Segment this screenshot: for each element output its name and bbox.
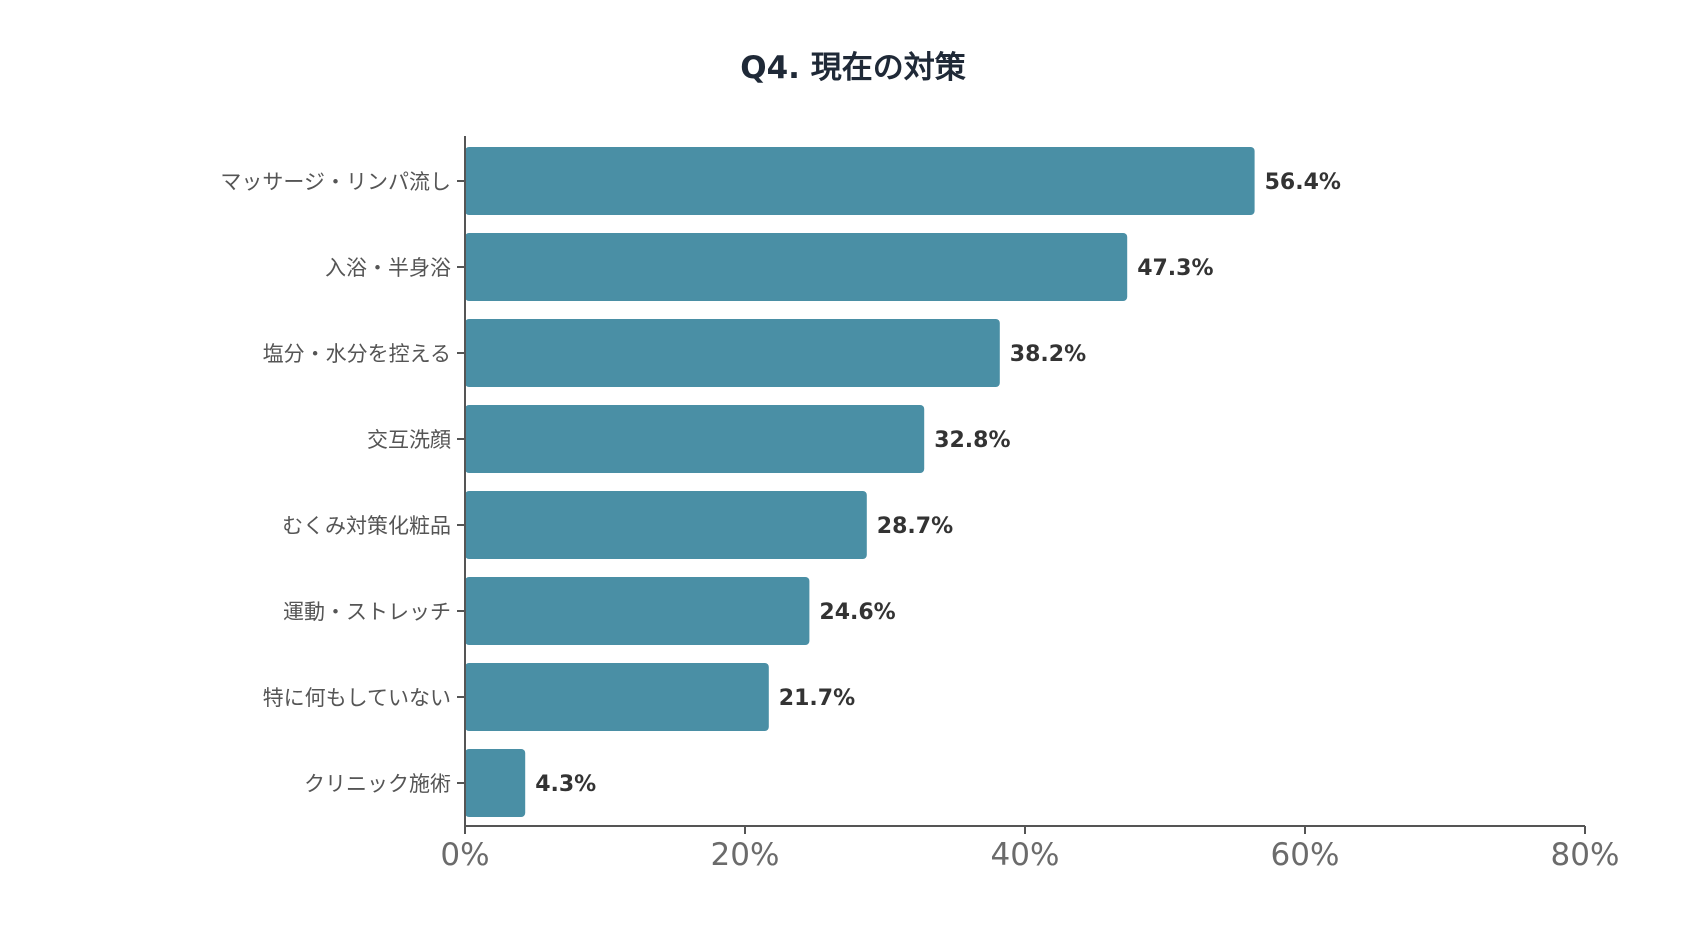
value-labels: 56.4% 47.3% 38.2% 32.8% 28.7% 24.6% 21.7% 4.3% xyxy=(535,170,1341,797)
chart-title: Q4. 現在の対策 xyxy=(740,50,966,86)
bar xyxy=(465,663,769,731)
bar xyxy=(465,405,925,473)
category-label: マッサージ・リンパ流し xyxy=(220,170,451,194)
bar xyxy=(465,577,810,645)
axes: 0% 20% 40% 60% 80% xyxy=(440,136,1619,873)
bar xyxy=(465,147,1255,215)
data-label: 21.7% xyxy=(779,686,855,711)
bars xyxy=(465,147,1255,817)
x-tick-label: 60% xyxy=(1271,837,1340,873)
data-label: 28.7% xyxy=(877,514,953,539)
category-label: 特に何もしていない xyxy=(263,686,451,710)
bar xyxy=(465,749,526,817)
bar xyxy=(465,233,1128,301)
x-tick-label: 80% xyxy=(1551,837,1620,873)
data-label: 38.2% xyxy=(1010,342,1086,367)
x-tick-label: 20% xyxy=(711,837,780,873)
bar xyxy=(465,319,1000,387)
category-label: クリニック施術 xyxy=(304,772,451,796)
bar xyxy=(465,491,867,559)
category-label: むくみ対策化粧品 xyxy=(282,514,451,538)
x-tick-label: 0% xyxy=(440,837,489,873)
category-label: 塩分・水分を控える xyxy=(263,342,451,366)
category-labels: マッサージ・リンパ流し入浴・半身浴塩分・水分を控える交互洗顔むくみ対策化粧品運動… xyxy=(220,170,451,796)
data-label: 56.4% xyxy=(1265,170,1341,195)
data-label: 24.6% xyxy=(819,600,895,625)
data-label: 4.3% xyxy=(535,772,596,797)
data-label: 32.8% xyxy=(934,428,1010,453)
category-label: 運動・ストレッチ xyxy=(283,600,451,624)
data-label: 47.3% xyxy=(1137,256,1213,281)
x-tick-label: 40% xyxy=(991,837,1060,873)
category-label: 交互洗顔 xyxy=(367,428,451,452)
category-label: 入浴・半身浴 xyxy=(325,256,451,280)
